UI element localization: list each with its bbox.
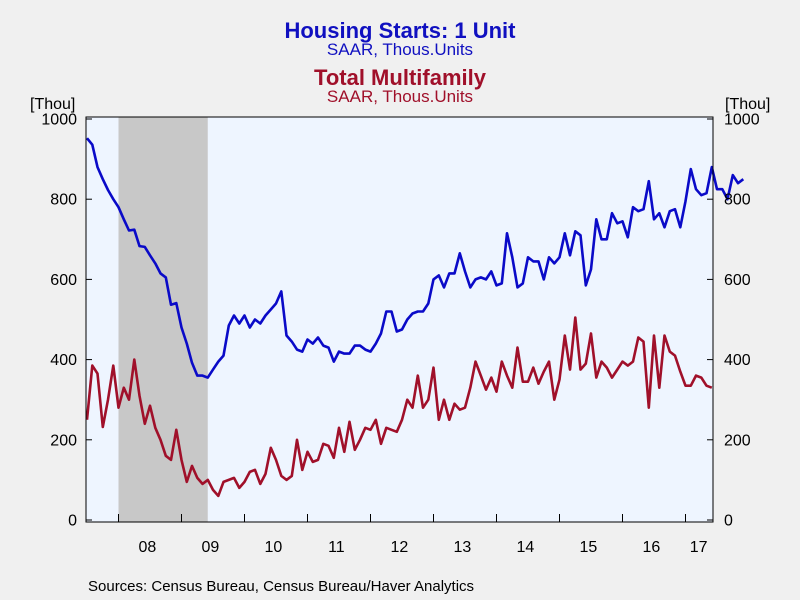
x-tick-label: 14 (516, 539, 534, 556)
y-tick-label-right: 0 (724, 513, 733, 530)
x-tick-label: 13 (453, 539, 471, 556)
series-line-1 (85, 137, 745, 379)
chart-title-series-1: Housing Starts: 1 Unit (284, 18, 516, 43)
x-tick-label: 16 (642, 539, 660, 556)
y-tick-label-right: 200 (724, 432, 751, 449)
plot-frame (85, 116, 714, 523)
x-tick-label: 09 (201, 539, 219, 556)
x-tick-label: 12 (390, 539, 408, 556)
source-note: Sources: Census Bureau, Census Bureau/Ha… (88, 578, 475, 595)
y-tick-label-left: 200 (50, 432, 77, 449)
y-tick-label-right: 600 (724, 272, 751, 289)
series-line-2 (85, 316, 713, 498)
x-tick-label: 10 (264, 539, 282, 556)
y-tick-label-right: 1000 (724, 112, 760, 129)
y-tick-label-left: 600 (50, 272, 77, 289)
x-tick-label: 11 (328, 539, 345, 556)
y-tick-label-right: 800 (724, 192, 751, 209)
x-tick-label: 17 (690, 539, 708, 556)
y-tick-label-left: 400 (50, 352, 77, 369)
left-axis-unit: [Thou] (30, 96, 76, 113)
chart-subtitle-series-2: SAAR, Thous.Units (326, 87, 474, 106)
y-tick-label-left: 0 (68, 513, 77, 530)
recession-shading (118, 117, 208, 522)
x-tick-label: 08 (138, 539, 156, 556)
chart-title-series-2: Total Multifamily (314, 65, 486, 90)
right-axis-unit: [Thou] (725, 96, 771, 113)
y-tick-label-left: 800 (50, 192, 77, 209)
y-tick-label-left: 1000 (41, 112, 77, 129)
y-tick-label-right: 400 (724, 352, 751, 369)
x-tick-label: 15 (579, 539, 597, 556)
chart-subtitle-series-1: SAAR, Thous.Units (326, 40, 474, 59)
